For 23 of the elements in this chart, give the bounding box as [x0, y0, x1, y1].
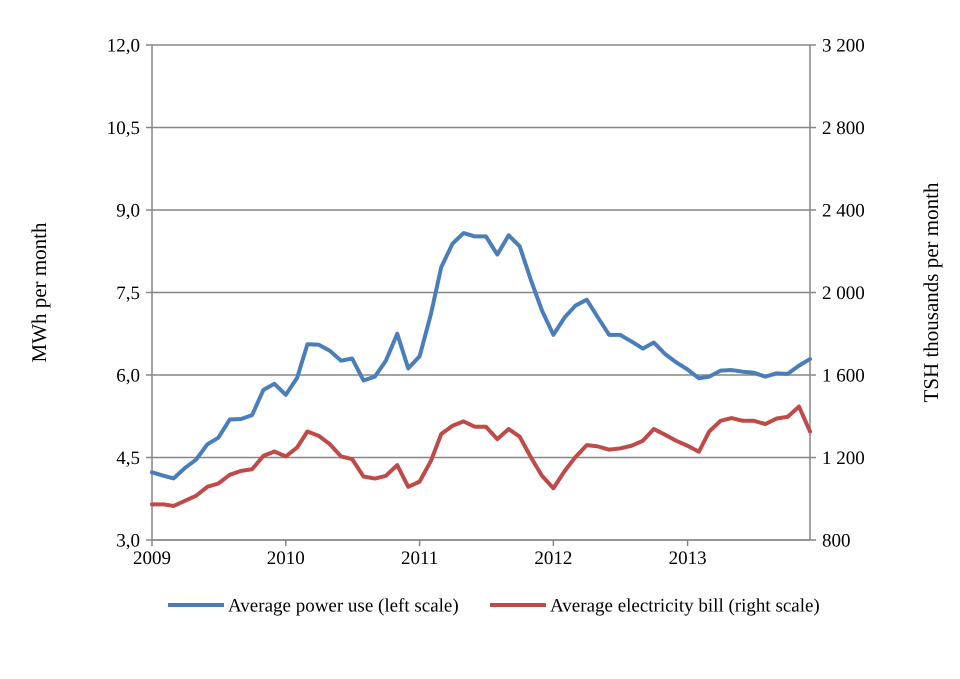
x-tick-label: 2013	[668, 548, 707, 569]
y-axis-title: MWh per month	[27, 222, 51, 362]
x-tick-label: 2011	[400, 548, 438, 569]
legend-label: Average electricity bill (right scale)	[550, 596, 820, 617]
line-series	[150, 231, 812, 480]
y2-tick-label: 2 800	[822, 118, 865, 140]
legend-label: Average power use (left scale)	[228, 596, 459, 617]
y2-tick-label: 800	[822, 530, 850, 552]
y-tick-label: 7,5	[116, 283, 140, 304]
y2-tick-label: 1 200	[822, 448, 865, 470]
y2-tick-label: 2 400	[822, 200, 865, 222]
x-tick-label: 2010	[266, 548, 305, 569]
y-tick-label: 4,5	[116, 448, 140, 470]
y-tick-label: 6,0	[116, 366, 140, 387]
y2-tick-label: 2 000	[822, 283, 865, 304]
y-tick-label: 12,0	[106, 36, 140, 57]
y-tick-label: 9,0	[116, 200, 140, 222]
y2-tick-label: 1 600	[822, 366, 865, 387]
y2-axis-title: TSH thousands per month	[919, 182, 943, 402]
x-tick-label: 2012	[534, 548, 572, 569]
y2-tick-label: 3 200	[822, 36, 865, 57]
y-tick-label: 10,5	[106, 118, 140, 140]
line-series	[150, 404, 812, 508]
